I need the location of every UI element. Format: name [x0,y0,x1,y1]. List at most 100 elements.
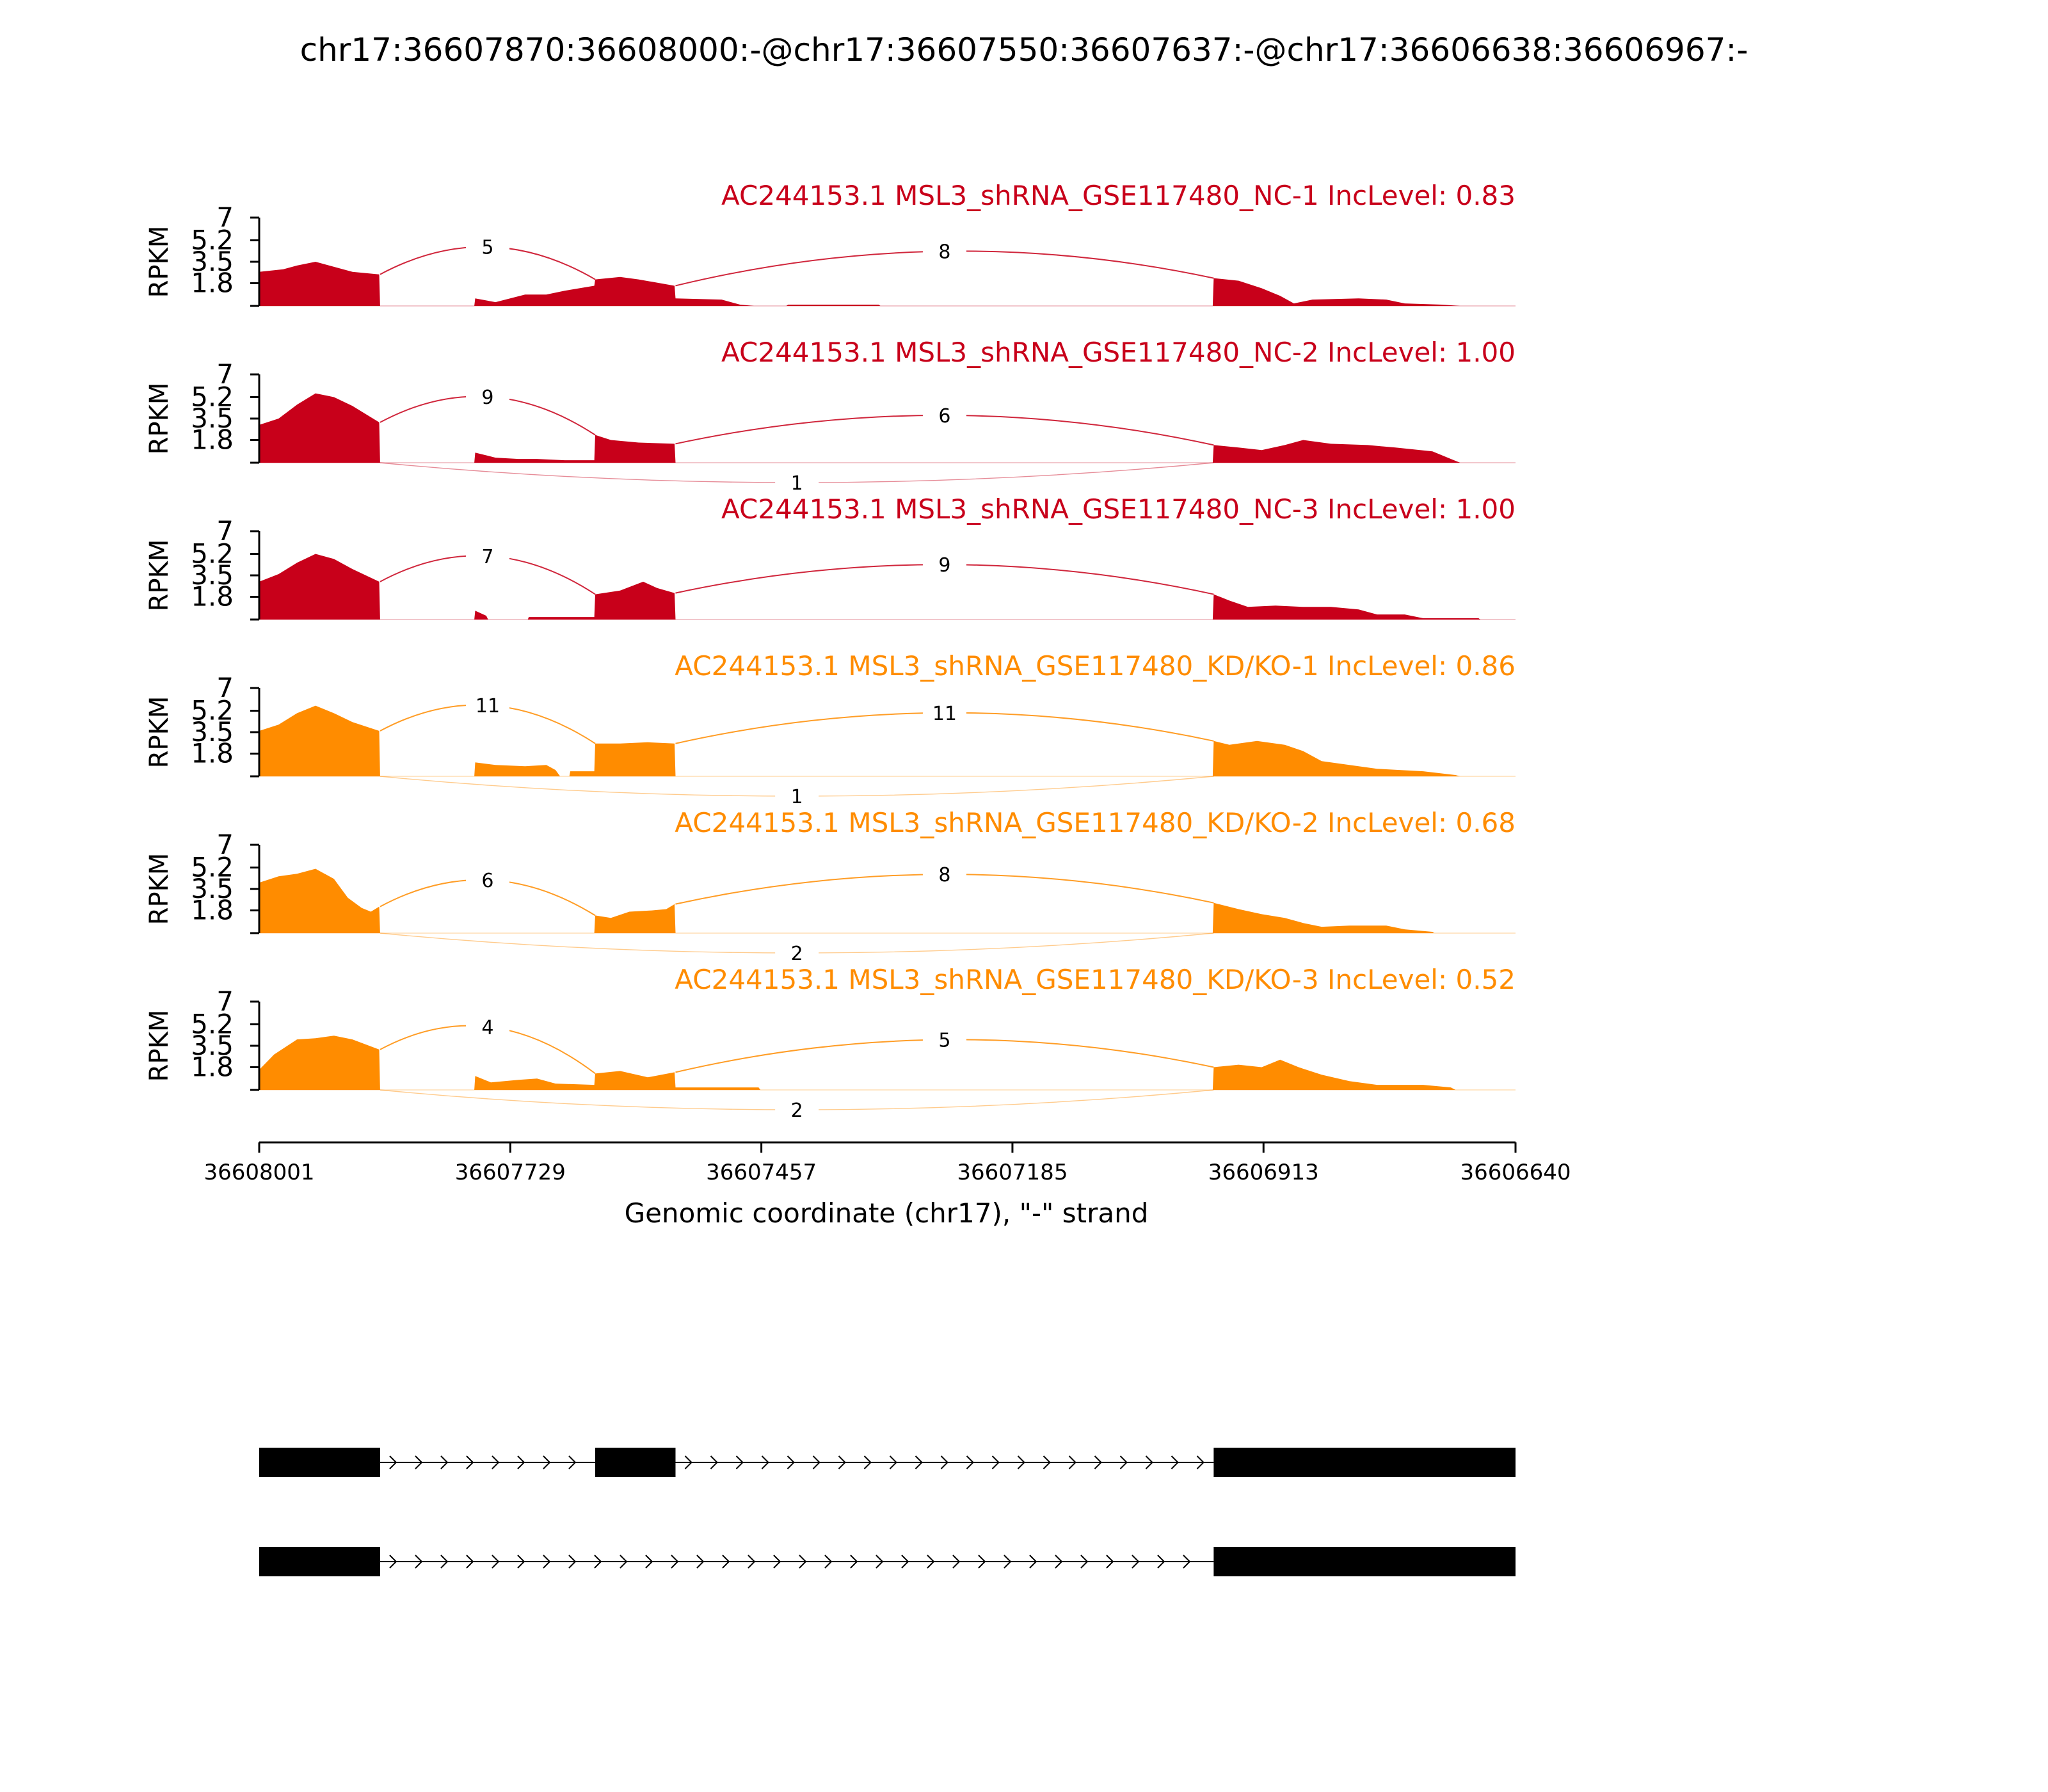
strand-arrow [710,1455,718,1469]
strand-arrow [1080,1555,1089,1569]
junction-label-bg [922,238,966,264]
y-tick-label: 5.2 [191,224,234,255]
strand-arrow [915,1455,923,1469]
strand-arrow [824,1555,833,1569]
y-axis-label: RPKM [145,383,174,455]
strand-arrow [466,1455,474,1469]
strand-arrow [440,1555,449,1569]
y-tick-label: 1.8 [191,424,234,456]
strand-arrow [978,1555,986,1569]
y-tick-label: 7 [216,829,234,860]
junction-count: 6 [938,405,950,428]
strand-arrow [812,1455,820,1469]
junction-label-bg [922,700,966,726]
junction-label-bg [775,940,819,966]
strand-arrow [517,1555,525,1569]
x-axis: 36608001 36607729 36607457 36607185 36606913… [204,1141,1571,1185]
strand-arrow [568,1555,577,1569]
junction-label-bg [922,1027,966,1053]
junction-count: 9 [938,554,950,577]
y-tick-label: 1.8 [191,581,234,612]
coverage-panel-6: 1.83.55.27 RPKM AC244153.1 MSL3_shRNA_GSE1… [145,964,1516,1123]
exon-block [1213,1547,1516,1576]
junction-count: 1 [791,472,803,495]
strand-arrow [966,1455,974,1469]
y-tick-label: 7 [216,672,234,703]
strand-arrow [787,1455,795,1469]
strand-arrow [594,1555,602,1569]
isoform-2 [259,1547,1516,1576]
coverage-area [259,868,1435,933]
strand-arrow [1145,1455,1153,1469]
strand-arrow [620,1555,628,1569]
x-tick-label: 36606913 [1208,1160,1319,1185]
y-tick-label: 7 [216,515,234,547]
strand-arrow [1132,1555,1140,1569]
strand-arrow [1068,1455,1076,1469]
y-tick-label: 3.5 [191,716,234,748]
y-tick-label: 1.8 [191,268,234,299]
strand-arrow [1196,1455,1204,1469]
junction-label-bg [465,234,509,260]
strand-arrow [492,1555,500,1569]
strand-arrow [1183,1555,1191,1569]
junction-label-bg [922,552,966,578]
coverage-area [259,554,1481,620]
coverage-area [259,1036,1456,1090]
exon-block [1213,1448,1516,1477]
strand-arrow [543,1455,551,1469]
strand-arrow [1157,1555,1165,1569]
strand-arrow [389,1555,397,1569]
coverage-area [259,705,1460,776]
junction-count: 11 [932,703,957,725]
junction-count: 5 [938,1029,950,1052]
strand-arrow [671,1555,679,1569]
y-tick-label: 3.5 [191,873,234,904]
strand-arrow [773,1555,781,1569]
strand-arrow [568,1455,577,1469]
coverage-area [259,393,1460,463]
x-tick-label: 36607185 [957,1160,1068,1185]
junction-count: 5 [481,237,493,259]
junction-label-bg [922,861,966,888]
junction-count: 6 [481,870,493,892]
strand-arrow [696,1555,705,1569]
y-tick-label: 7 [216,986,234,1017]
strand-arrow [492,1455,500,1469]
x-tick-label: 36607729 [455,1160,566,1185]
panel-title: AC244153.1 MSL3_shRNA_GSE117480_NC-3 Inc… [721,493,1516,525]
strand-arrow [1017,1455,1025,1469]
junction-count: 7 [481,546,493,568]
y-tick-label: 3.5 [191,403,234,434]
strand-arrow [901,1555,909,1569]
strand-arrow [466,1555,474,1569]
exon-block [595,1448,676,1477]
strand-arrow [761,1455,769,1469]
strand-arrow [799,1555,807,1569]
isoform-track [259,1448,1516,1576]
coverage-panel-2: 1.83.55.27 RPKM AC244153.1 MSL3_shRNA_GSE1… [145,337,1516,495]
strand-arrow [1029,1555,1037,1569]
strand-arrow [940,1455,948,1469]
strand-arrow [517,1455,525,1469]
y-tick-label: 5.2 [191,1008,234,1039]
y-axis-label: RPKM [145,540,174,612]
y-tick-label: 1.8 [191,738,234,769]
panel-title: AC244153.1 MSL3_shRNA_GSE117480_NC-1 Inc… [721,180,1516,211]
y-tick-label: 3.5 [191,246,234,277]
panel-title: AC244153.1 MSL3_shRNA_GSE117480_KD/KO-1 … [675,650,1516,682]
strand-arrow [1004,1555,1012,1569]
strand-arrow [1119,1455,1128,1469]
strand-arrow [1055,1555,1063,1569]
coverage-panel-1: 1.83.55.27 RPKM AC244153.1 MSL3_shRNA_GSE1… [145,180,1516,307]
junction-label-bg [775,783,819,809]
strand-arrow [863,1455,872,1469]
y-tick-label: 5.2 [191,381,234,412]
plot-title: chr17:36607870:36608000:-@chr17:36607550… [300,31,1748,68]
junction-count: 4 [481,1016,493,1039]
exon-block [259,1448,380,1477]
strand-arrow [1094,1455,1102,1469]
junction-count: 1 [791,786,803,808]
y-tick-label: 3.5 [191,559,234,591]
strand-arrow [543,1555,551,1569]
